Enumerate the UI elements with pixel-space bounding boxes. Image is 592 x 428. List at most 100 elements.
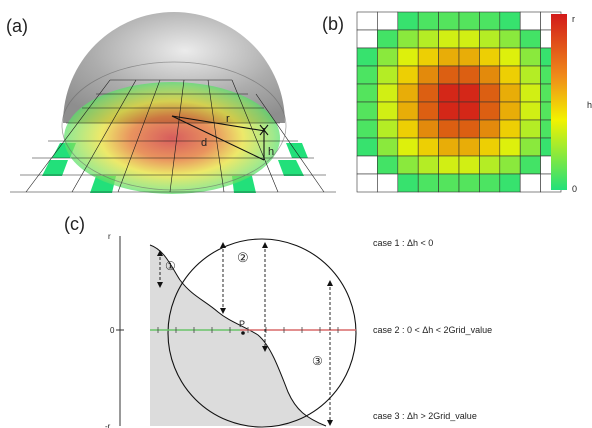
- heatmap-cell: [438, 137, 460, 157]
- heatmap-cell: [479, 137, 501, 157]
- arrow-heads: [157, 242, 333, 426]
- heatmap-cell: [377, 119, 399, 139]
- heatmap-cell: [397, 119, 419, 139]
- heatmap-cell: [417, 29, 439, 49]
- axis-top-label: r: [108, 232, 111, 241]
- heatmap-cell: [377, 11, 399, 31]
- axis-bottom-label: -r: [105, 422, 111, 428]
- point-p: [241, 331, 245, 335]
- heatmap-cell: [417, 83, 439, 103]
- heatmap-cell: [397, 47, 419, 67]
- heatmap-cell: [458, 83, 480, 103]
- height-label: h: [268, 146, 274, 158]
- heatmap-cell: [417, 173, 439, 193]
- height-difference-arrows: [159, 244, 331, 424]
- case-1-marker: ①: [165, 259, 176, 273]
- heatmap-cell: [479, 11, 501, 31]
- heatmap-cell: [397, 137, 419, 157]
- heatmap-cell: [356, 155, 378, 175]
- panel-a: (a): [6, 12, 336, 194]
- heatmap-cell: [438, 65, 460, 85]
- heatmap-cell: [356, 11, 378, 31]
- heatmap-cell: [438, 101, 460, 121]
- heatmap-grid: [356, 11, 562, 193]
- heatmap-cell: [356, 119, 378, 139]
- heatmap-cell: [438, 47, 460, 67]
- colorbar-side-label: h: [587, 100, 592, 110]
- heatmap-cell: [417, 155, 439, 175]
- heatmap-cell: [479, 173, 501, 193]
- heatmap-cell: [356, 137, 378, 157]
- heatmap-cell: [397, 155, 419, 175]
- heatmap-cell: [519, 173, 541, 193]
- heatmap-cell: [519, 65, 541, 85]
- heatmap-cell: [519, 155, 541, 175]
- colorbar-bottom-label: 0: [572, 184, 577, 194]
- heatmap-cell: [377, 83, 399, 103]
- heatmap-cell: [499, 101, 521, 121]
- dome-heat-area: [64, 82, 280, 194]
- heatmap-cell: [499, 47, 521, 67]
- heatmap-cell: [356, 83, 378, 103]
- heatmap-cell: [479, 47, 501, 67]
- terrain-outline: [149, 244, 327, 427]
- heatmap-cell: [458, 137, 480, 157]
- heatmap-cell: [417, 47, 439, 67]
- heatmap-cell: [499, 173, 521, 193]
- dome-rim: [61, 61, 287, 191]
- heatmap-cell: [499, 83, 521, 103]
- heatmap-cell: [377, 137, 399, 157]
- heatmap-cell: [479, 101, 501, 121]
- panel-a-edge-cells: [42, 143, 308, 193]
- heatmap-cell: [417, 137, 439, 157]
- heatmap-cell: [397, 11, 419, 31]
- heatmap-cell: [377, 47, 399, 67]
- heatmap-cell: [356, 101, 378, 121]
- heatmap-cell: [397, 65, 419, 85]
- panel-a-label: (a): [6, 16, 28, 36]
- case-3-text: case 3 : Δh > 2Grid_value: [373, 411, 477, 421]
- point-p-label: P: [239, 319, 245, 329]
- heatmap-cell: [499, 11, 521, 31]
- heatmap-cell: [377, 65, 399, 85]
- heatmap-cell: [377, 101, 399, 121]
- case-3-marker: ③: [312, 354, 323, 368]
- panel-a-grid: [10, 79, 336, 193]
- heatmap-cell: [417, 11, 439, 31]
- heatmap-cell: [377, 155, 399, 175]
- heatmap-cell: [458, 173, 480, 193]
- heatmap-cell: [479, 83, 501, 103]
- heatmap-cell: [356, 65, 378, 85]
- heatmap-cell: [458, 101, 480, 121]
- distance-label: d: [201, 137, 207, 149]
- heatmap-cell: [438, 11, 460, 31]
- panel-c-label: (c): [64, 214, 85, 234]
- radius-label: r: [226, 113, 230, 125]
- heatmap-cell: [458, 155, 480, 175]
- heatmap-cell: [438, 119, 460, 139]
- heatmap-cell: [479, 155, 501, 175]
- heatmap-cell: [356, 29, 378, 49]
- heatmap-cell: [479, 29, 501, 49]
- panel-c: (c) r 0 -r P: [64, 214, 492, 428]
- heatmap-cell: [417, 119, 439, 139]
- heatmap-cell: [397, 173, 419, 193]
- colorbar: [551, 14, 567, 190]
- heatmap-cell: [458, 119, 480, 139]
- axis-zero-label: 0: [110, 326, 115, 335]
- heatmap-cell: [458, 11, 480, 31]
- heatmap-cell: [499, 29, 521, 49]
- heatmap-cell: [519, 83, 541, 103]
- panel-b-label: (b): [322, 14, 344, 34]
- heatmap-cell: [479, 65, 501, 85]
- colorbar-top-label: r: [572, 14, 575, 24]
- heatmap-cell: [519, 119, 541, 139]
- heatmap-cell: [499, 65, 521, 85]
- heatmap-cell: [519, 11, 541, 31]
- heatmap-cell: [519, 137, 541, 157]
- heatmap-cell: [458, 29, 480, 49]
- heatmap-cell: [519, 29, 541, 49]
- case-1-text: case 1 : Δh < 0: [373, 238, 433, 248]
